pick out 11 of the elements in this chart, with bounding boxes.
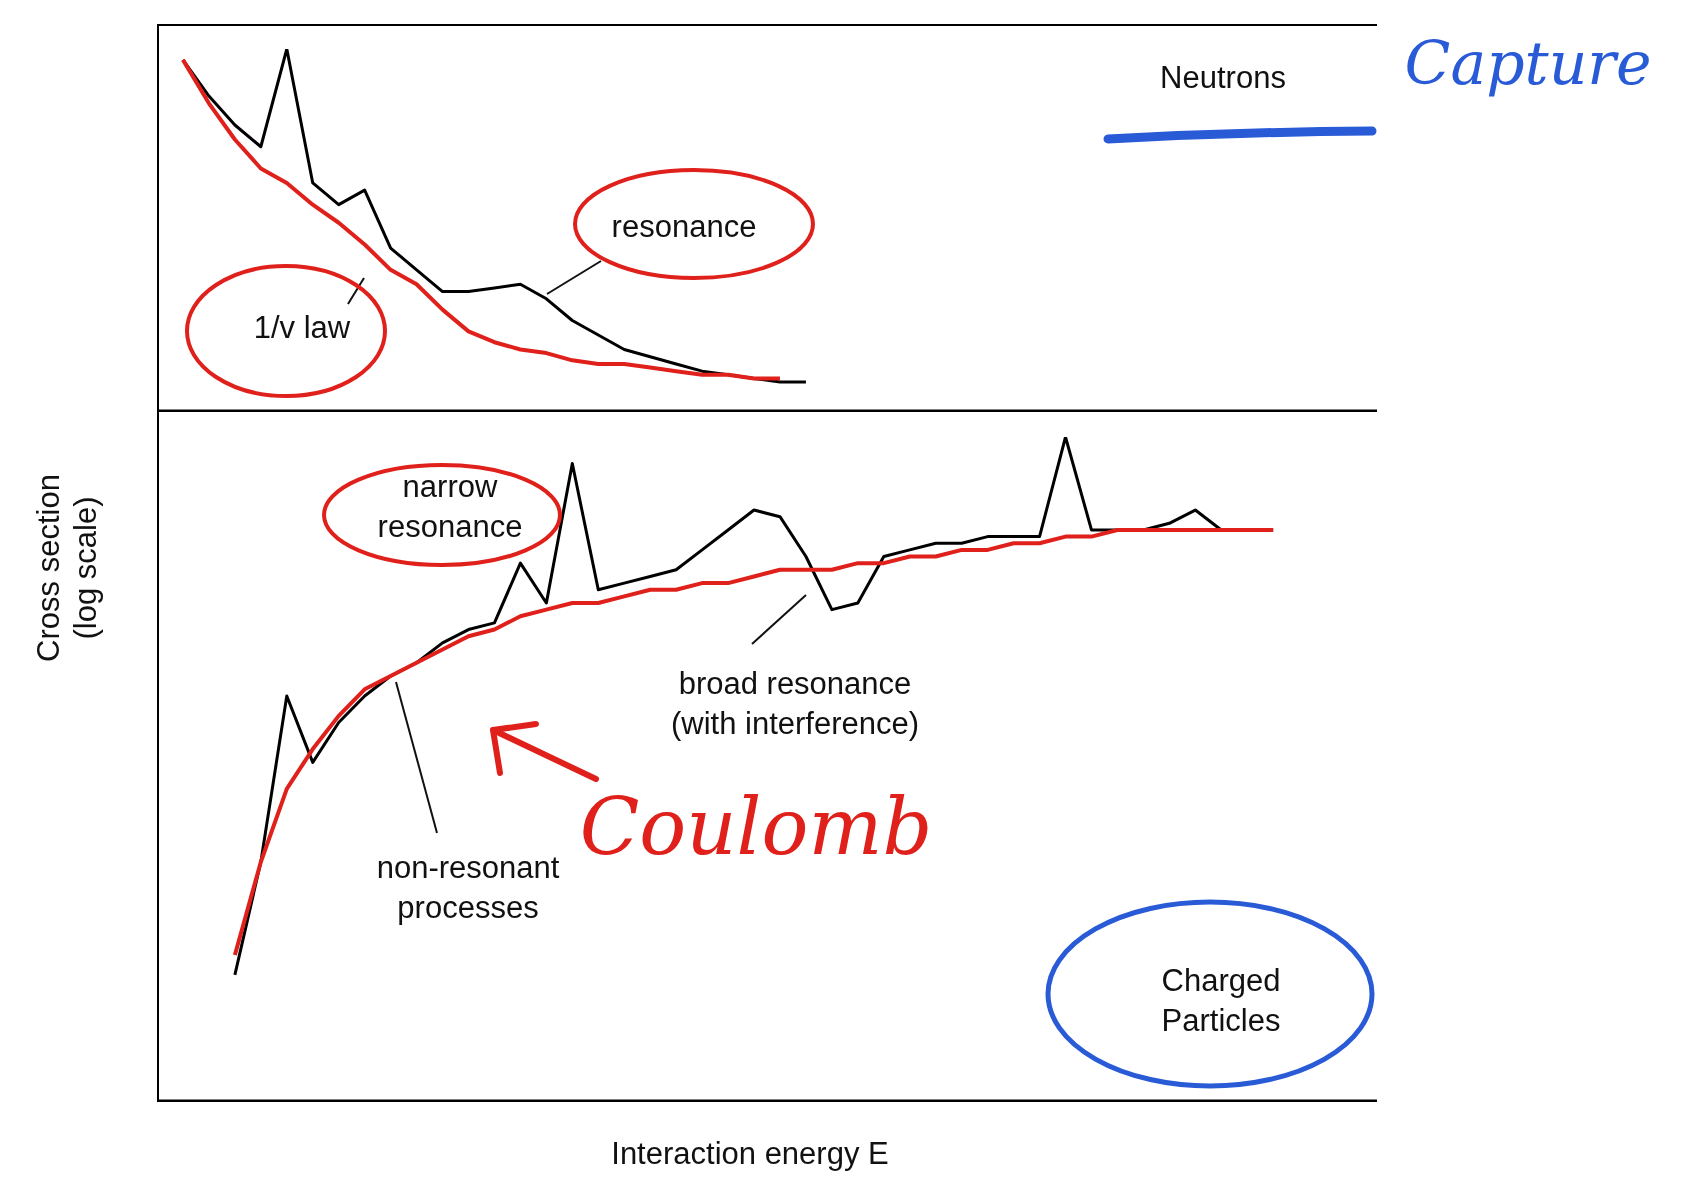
annotation: narrow resonance — [376, 467, 524, 546]
annotation: Coulomb — [578, 781, 934, 875]
annotation: broad resonance (with interference) — [669, 664, 921, 743]
text: Capture — [1403, 27, 1653, 100]
x-axis-title: Interaction energy E — [610, 1136, 890, 1172]
annotation: Neutrons — [1159, 58, 1287, 97]
y-axis-title: Cross section (log scale) — [29, 473, 104, 664]
annotation: Charged Particles — [1160, 961, 1282, 1040]
annotation: resonance — [610, 207, 758, 246]
annotation: non-resonant processes — [376, 849, 560, 925]
annotation: 1/v law — [252, 308, 352, 347]
